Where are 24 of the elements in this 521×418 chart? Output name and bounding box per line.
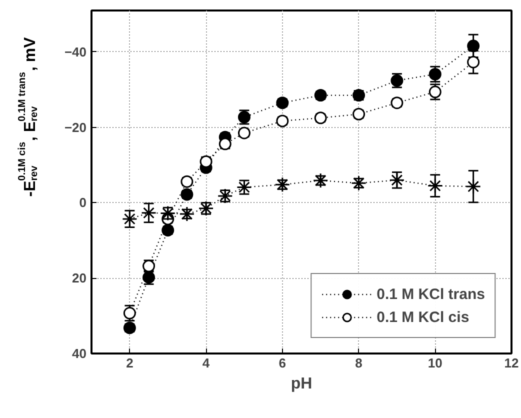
y-tick-label: −40: [64, 44, 87, 60]
y-tick-label: −20: [64, 120, 87, 135]
legend-label: 0.1 M KCl trans: [376, 286, 485, 302]
x-axis-title: pH: [290, 376, 312, 392]
y-tick-label: 40: [72, 346, 87, 361]
x-tick-label: 2: [126, 356, 134, 370]
point: [466, 178, 482, 194]
point: [180, 175, 194, 188]
x-tick-label: 10: [428, 356, 442, 370]
point: [467, 40, 480, 52]
y-axis-title: -Erev0.1M cis, Erev0.1M trans, mV: [17, 36, 40, 197]
y-tick-label: 20: [72, 270, 87, 286]
x-tick-label: 4: [202, 356, 210, 370]
point: [200, 155, 212, 168]
x-tick-label: 8: [355, 356, 362, 370]
point: [180, 188, 194, 201]
x-tick-label: 12: [504, 356, 519, 370]
legend-label: 0.1 M KCl cis: [376, 308, 470, 326]
point: [467, 56, 480, 68]
y-tick-label: 0: [79, 195, 87, 210]
point: [218, 138, 232, 150]
point: [390, 96, 404, 110]
point: [427, 178, 443, 194]
x-tick-label: 6: [278, 356, 286, 370]
